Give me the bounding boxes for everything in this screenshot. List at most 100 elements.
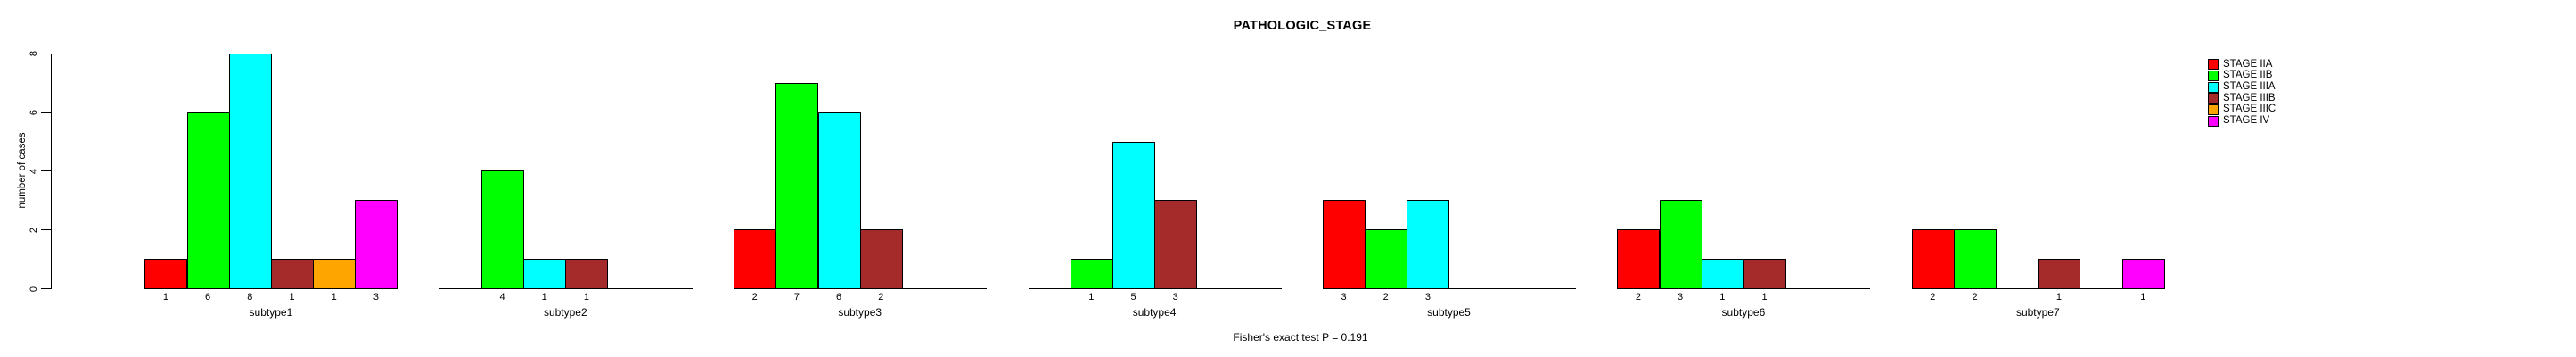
bar-value-label: 3 [373, 292, 379, 303]
legend-label-stage-iib: STAGE IIB [2223, 70, 2273, 81]
bar-value-label: 1 [2140, 292, 2146, 303]
bar-value-label: 5 [1130, 292, 1136, 303]
bar-subtype2-stage-iiib [565, 259, 609, 289]
y-tick-label: 2 [29, 227, 39, 233]
bar-subtype7-stage-iv [2121, 259, 2165, 289]
legend-label-stage-iia: STAGE IIA [2223, 58, 2273, 70]
bar-subtype6-stage-iia [1617, 229, 1661, 289]
y-tick [41, 229, 51, 231]
zero-bar-baseline-subtype4-stage-iv [1238, 288, 1282, 289]
bar-value-label: 1 [331, 292, 337, 303]
y-tick-label: 0 [29, 286, 39, 292]
bar-subtype5-stage-iia [1322, 200, 1366, 289]
bar-value-label: 1 [1761, 292, 1768, 303]
legend-row-stage-iiic: STAGE IIIC [2208, 104, 2276, 116]
bar-value-label: 2 [751, 292, 758, 303]
zero-bar-baseline-subtype2-stage-iiic [607, 288, 651, 289]
group-label-subtype1: subtype1 [249, 306, 293, 319]
zero-bar-baseline-subtype3-stage-iiic [901, 288, 946, 289]
bar-subtype7-stage-iib [1953, 229, 1998, 289]
bar-subtype1-stage-iiib [270, 259, 315, 289]
legend-swatch-stage-iiib [2208, 93, 2219, 104]
bar-subtype7-stage-iiib [2038, 259, 2081, 289]
zero-bar-baseline-subtype5-stage-iv [1532, 288, 1577, 289]
bar-subtype2-stage-iiia [523, 259, 567, 289]
bar-value-label: 6 [836, 292, 842, 303]
legend-label-stage-iiib: STAGE IIIB [2223, 92, 2276, 104]
bar-value-label: 3 [1424, 292, 1431, 303]
fisher-test-annotation: Fisher's exact test P = 0.191 [1233, 331, 1368, 344]
chart-title: PATHOLOGIC_STAGE [1233, 19, 1372, 33]
y-tick [41, 112, 51, 113]
bar-subtype2-stage-iib [480, 170, 525, 289]
bar-subtype6-stage-iiib [1743, 259, 1787, 289]
zero-bar-baseline-subtype2-stage-iia [439, 288, 482, 289]
bar-subtype1-stage-iiic [313, 259, 357, 289]
bar-value-label: 2 [1972, 292, 1978, 303]
bar-value-label: 1 [289, 292, 295, 303]
group-label-subtype5: subtype5 [1427, 306, 1471, 319]
group-label-subtype2: subtype2 [543, 306, 587, 319]
bar-value-label: 7 [793, 292, 800, 303]
y-tick-label: 8 [29, 51, 39, 57]
zero-bar-baseline-subtype6-stage-iiic [1785, 288, 1829, 289]
bar-subtype3-stage-iia [734, 229, 777, 289]
legend-swatch-stage-iiia [2208, 81, 2219, 93]
legend-label-stage-iv: STAGE IV [2223, 115, 2270, 127]
zero-bar-baseline-subtype5-stage-iiic [1490, 288, 1534, 289]
zero-bar-baseline-subtype7-stage-iiia [1996, 288, 2039, 289]
bar-value-label: 1 [162, 292, 168, 303]
bar-value-label: 6 [205, 292, 211, 303]
bar-subtype3-stage-iiia [817, 112, 861, 289]
zero-bar-baseline-subtype4-stage-iia [1028, 288, 1071, 289]
zero-bar-baseline-subtype5-stage-iiib [1448, 288, 1492, 289]
legend-label-stage-iiic: STAGE IIIC [2223, 104, 2277, 115]
legend-row-stage-iia: STAGE IIA [2208, 59, 2276, 71]
zero-bar-baseline-subtype2-stage-iv [649, 288, 693, 289]
bar-value-label: 1 [541, 292, 547, 303]
bar-value-label: 2 [1930, 292, 1936, 303]
bar-subtype4-stage-iiia [1112, 141, 1156, 289]
bar-subtype6-stage-iib [1659, 200, 1702, 289]
bar-value-label: 2 [1635, 292, 1641, 303]
legend-swatch-stage-iib [2208, 71, 2219, 82]
bar-subtype6-stage-iiia [1701, 259, 1744, 289]
group-label-subtype6: subtype6 [1721, 306, 1766, 319]
group-label-subtype7: subtype7 [2015, 306, 2060, 319]
legend-row-stage-iiib: STAGE IIIB [2208, 93, 2276, 104]
bar-value-label: 1 [583, 292, 589, 303]
legend-row-stage-iib: STAGE IIB [2208, 71, 2276, 82]
bar-subtype7-stage-iia [1911, 229, 1955, 289]
bar-subtype3-stage-iiib [859, 229, 903, 289]
bar-value-label: 3 [1172, 292, 1178, 303]
legend-label-stage-iiia: STAGE IIIA [2223, 80, 2276, 92]
legend-row-stage-iv: STAGE IV [2208, 115, 2276, 127]
zero-bar-baseline-subtype6-stage-iv [1827, 288, 1871, 289]
legend-swatch-stage-iia [2208, 59, 2219, 71]
y-axis-line [51, 53, 52, 289]
bar-subtype5-stage-iiia [1407, 200, 1450, 289]
bar-value-label: 2 [1382, 292, 1389, 303]
y-tick [41, 288, 51, 289]
bar-subtype1-stage-iv [355, 200, 398, 289]
bar-subtype1-stage-iib [186, 112, 230, 289]
y-tick-label: 6 [29, 110, 39, 116]
y-tick [41, 170, 51, 172]
bar-value-label: 3 [1341, 292, 1347, 303]
bar-subtype5-stage-iib [1365, 229, 1408, 289]
zero-bar-baseline-subtype4-stage-iiic [1196, 288, 1240, 289]
bar-subtype4-stage-iib [1070, 259, 1113, 289]
legend-row-stage-iiia: STAGE IIIA [2208, 81, 2276, 93]
legend: STAGE IIA STAGE IIB STAGE IIIA STAGE IIIB ST… [2208, 59, 2276, 127]
zero-bar-baseline-subtype3-stage-iv [944, 288, 988, 289]
y-axis-label: number of cases [17, 132, 28, 209]
bar-subtype3-stage-iib [775, 82, 819, 289]
group-label-subtype4: subtype4 [1132, 306, 1177, 319]
bar-value-label: 1 [2055, 292, 2062, 303]
group-label-subtype3: subtype3 [838, 306, 882, 319]
y-tick-label: 4 [29, 168, 39, 174]
zero-bar-baseline-subtype7-stage-iiic [2080, 288, 2123, 289]
bar-value-label: 1 [1719, 292, 1726, 303]
legend-swatch-stage-iv [2208, 115, 2219, 127]
